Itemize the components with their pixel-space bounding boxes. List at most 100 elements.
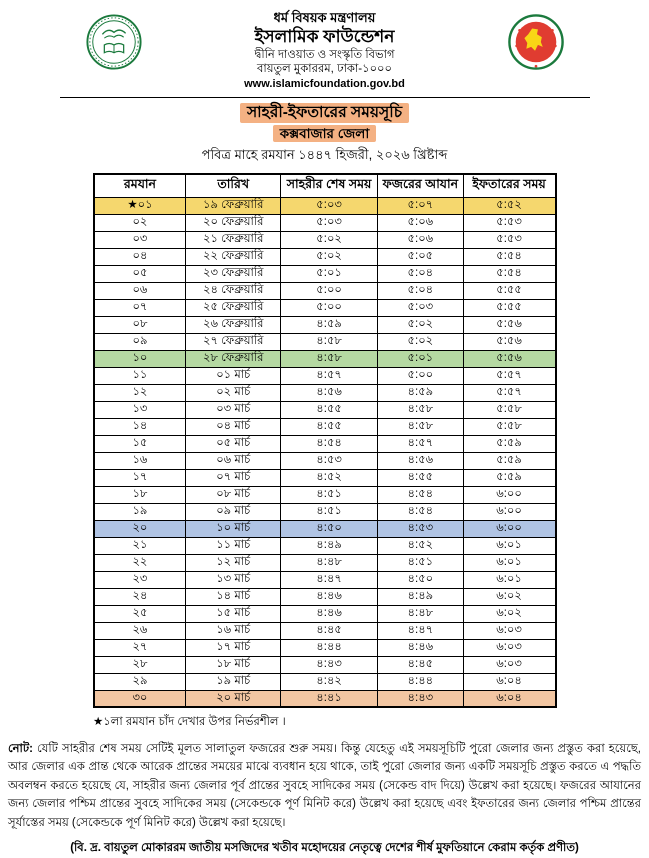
cell-fajr: ৫:০১ — [377, 349, 464, 368]
cell-sahri: ৫:০৩ — [280, 196, 379, 215]
cell-sahri: ৪:৫৮ — [280, 349, 379, 368]
cell-fajr: ৪:৫২ — [377, 536, 464, 555]
cell-ramadan: ১৯ — [92, 502, 187, 521]
cell-iftar: ৬:০৩ — [462, 655, 557, 674]
cell-fajr: ৫:০৫ — [377, 247, 464, 266]
cell-ramadan: ০৬ — [92, 281, 187, 300]
cell-ramadan: ১৬ — [92, 451, 187, 470]
ministry-name: ধর্ম বিষয়ক মন্ত্রণালয় — [273, 10, 376, 25]
table-row: ১৩ ০৩ মার্চ ৪:৫৫ ৪:৫৮ ৫:৫৮ — [92, 400, 557, 419]
cell-date: ১৬ মার্চ — [185, 621, 282, 640]
table-row: ০৭ ২৫ ফেব্রুয়ারি ৫:০০ ৫:০৩ ৫:৫৫ — [92, 298, 557, 317]
page-title-text: সাহরী-ইফতারের সময়সূচি — [239, 102, 410, 123]
cell-ramadan: ০৭ — [92, 298, 187, 317]
table-row: ১৯ ০৯ মার্চ ৪:৫১ ৪:৫৪ ৬:০০ — [92, 502, 557, 521]
table-row: ২৯ ১৯ মার্চ ৪:৪২ ৪:৪৪ ৬:০৪ — [92, 672, 557, 691]
document-page: ধর্ম বিষয়ক মন্ত্রণালয় ইসলামিক ফাউন্ডেশ… — [0, 10, 649, 854]
table-row: ০৬ ২৪ ফেব্রুয়ারি ৫:০০ ৫:০৪ ৫:৫৫ — [92, 281, 557, 300]
cell-ramadan: ২৩ — [92, 570, 187, 589]
cell-sahri: ৪:৫২ — [280, 468, 379, 487]
cell-sahri: ৫:০২ — [280, 247, 379, 266]
cell-iftar: ৬:০৩ — [462, 621, 557, 640]
cell-date: ১৯ মার্চ — [185, 672, 282, 691]
header-date: তারিখ — [185, 173, 282, 198]
cell-date: ২১ ফেব্রুয়ারি — [185, 230, 282, 249]
cell-fajr: ৪:৫৮ — [377, 400, 464, 419]
cell-iftar: ৫:৫৭ — [462, 366, 557, 385]
cell-iftar: ৫:৫৬ — [462, 349, 557, 368]
cell-fajr: ৪:৪৯ — [377, 587, 464, 606]
table-row: ২৫ ১৫ মার্চ ৪:৪৬ ৪:৪৮ ৬:০২ — [92, 604, 557, 623]
cell-sahri: ৪:৪৪ — [280, 638, 379, 657]
cell-iftar: ৫:৫৯ — [462, 434, 557, 453]
cell-ramadan: ০৫ — [92, 264, 187, 283]
cell-ramadan: ১১ — [92, 366, 187, 385]
cell-fajr: ৫:০০ — [377, 366, 464, 385]
cell-sahri: ৪:৪৮ — [280, 553, 379, 572]
cell-sahri: ৪:৫৩ — [280, 451, 379, 470]
cell-fajr: ৪:৫১ — [377, 553, 464, 572]
table-row: ০৫ ২৩ ফেব্রুয়ারি ৫:০১ ৫:০৪ ৫:৫৪ — [92, 264, 557, 283]
cell-ramadan: ২৭ — [92, 638, 187, 657]
cell-date: ১৪ মার্চ — [185, 587, 282, 606]
cell-date: ০৩ মার্চ — [185, 400, 282, 419]
cell-ramadan: ১২ — [92, 383, 187, 402]
cell-iftar: ৫:৫৭ — [462, 383, 557, 402]
table-row: ১২ ০২ মার্চ ৪:৫৬ ৪:৫৯ ৫:৫৭ — [92, 383, 557, 402]
cell-fajr: ৪:৪৮ — [377, 604, 464, 623]
cell-date: ১৫ মার্চ — [185, 604, 282, 623]
cell-fajr: ৫:০৬ — [377, 213, 464, 232]
explanatory-note: নোট: যেটি সাহরীর শেষ সময় সেটিই মূলত সাল… — [8, 740, 641, 832]
open-book-icon — [103, 42, 124, 54]
cell-ramadan: ২৮ — [92, 655, 187, 674]
table-row: ১৬ ০৬ মার্চ ৪:৫৩ ৪:৫৬ ৫:৫৯ — [92, 451, 557, 470]
cell-date: ২৫ ফেব্রুয়ারি — [185, 298, 282, 317]
cell-fajr: ৪:৪৬ — [377, 638, 464, 657]
cell-iftar: ৬:০০ — [462, 502, 557, 521]
cell-fajr: ৫:০৪ — [377, 264, 464, 283]
cell-sahri: ৫:০০ — [280, 281, 379, 300]
cell-sahri: ৫:০০ — [280, 298, 379, 317]
district-title: কক্সবাজার জেলা — [0, 124, 649, 143]
table-row: ১৭ ০৭ মার্চ ৪:৫২ ৪:৫৫ ৫:৫৯ — [92, 468, 557, 487]
table-row: ২৮ ১৮ মার্চ ৪:৪৩ ৪:৪৫ ৬:০৩ — [92, 655, 557, 674]
address-line: বায়তুল মুকাররম, ঢাকা-১০০০ — [256, 63, 393, 76]
cell-iftar: ৬:০৪ — [462, 672, 557, 691]
table-row: ১৮ ০৮ মার্চ ৪:৫১ ৪:৫৪ ৬:০০ — [92, 485, 557, 504]
table-row: ১৫ ০৫ মার্চ ৪:৫৪ ৪:৫৭ ৫:৫৯ — [92, 434, 557, 453]
table-row: ★০১ ১৯ ফেব্রুয়ারি ৫:০৩ ৫:০৭ ৫:৫২ — [92, 196, 557, 215]
cell-date: ২৬ ফেব্রুয়ারি — [185, 315, 282, 334]
cell-sahri: ৪:৫০ — [280, 519, 379, 538]
cell-ramadan: ১৮ — [92, 485, 187, 504]
header-ramadan: রমযান — [92, 173, 187, 198]
cell-sahri: ৪:৫১ — [280, 485, 379, 504]
cell-fajr: ৪:৪৫ — [377, 655, 464, 674]
moon-sighting-note: ★১লা রমযান চাঁদ দেখার উপর নির্ভরশীল । — [93, 716, 286, 729]
cell-iftar: ৬:০০ — [462, 485, 557, 504]
district-title-text: কক্সবাজার জেলা — [272, 124, 377, 143]
cell-iftar: ৫:৫৫ — [462, 281, 557, 300]
cell-fajr: ৪:৪৭ — [377, 621, 464, 640]
cell-iftar: ৬:০২ — [462, 604, 557, 623]
cell-date: ২৪ ফেব্রুয়ারি — [185, 281, 282, 300]
cell-date: ০১ মার্চ — [185, 366, 282, 385]
islamic-foundation-logo — [85, 14, 142, 70]
cell-ramadan: ০৮ — [92, 315, 187, 334]
cell-date: ০৫ মার্চ — [185, 434, 282, 453]
table-row: ২৭ ১৭ মার্চ ৪:৪৪ ৪:৪৬ ৬:০৩ — [92, 638, 557, 657]
cell-sahri: ৪:৪৩ — [280, 655, 379, 674]
header-fajr-azan: ফজরের আযান — [377, 173, 464, 198]
cell-sahri: ৪:৪৬ — [280, 604, 379, 623]
header-text-block: ধর্ম বিষয়ক মন্ত্রণালয় ইসলামিক ফাউন্ডেশ… — [195, 10, 455, 93]
cell-sahri: ৪:৫৮ — [280, 332, 379, 351]
table-row: ২০ ১০ মার্চ ৪:৫০ ৪:৫৩ ৬:০০ — [92, 519, 557, 538]
header-sahri-end: সাহরীর শেষ সময় — [280, 173, 379, 198]
cell-date: ০২ মার্চ — [185, 383, 282, 402]
cell-iftar: ৫:৫২ — [462, 196, 557, 215]
website-text: www.islamicfoundation.gov.bd — [244, 78, 405, 91]
bangladesh-map-icon — [523, 28, 543, 51]
cell-date: ০৮ মার্চ — [185, 485, 282, 504]
cell-iftar: ৬:০১ — [462, 570, 557, 589]
cell-sahri: ৫:০২ — [280, 230, 379, 249]
cell-fajr: ৪:৫৭ — [377, 434, 464, 453]
